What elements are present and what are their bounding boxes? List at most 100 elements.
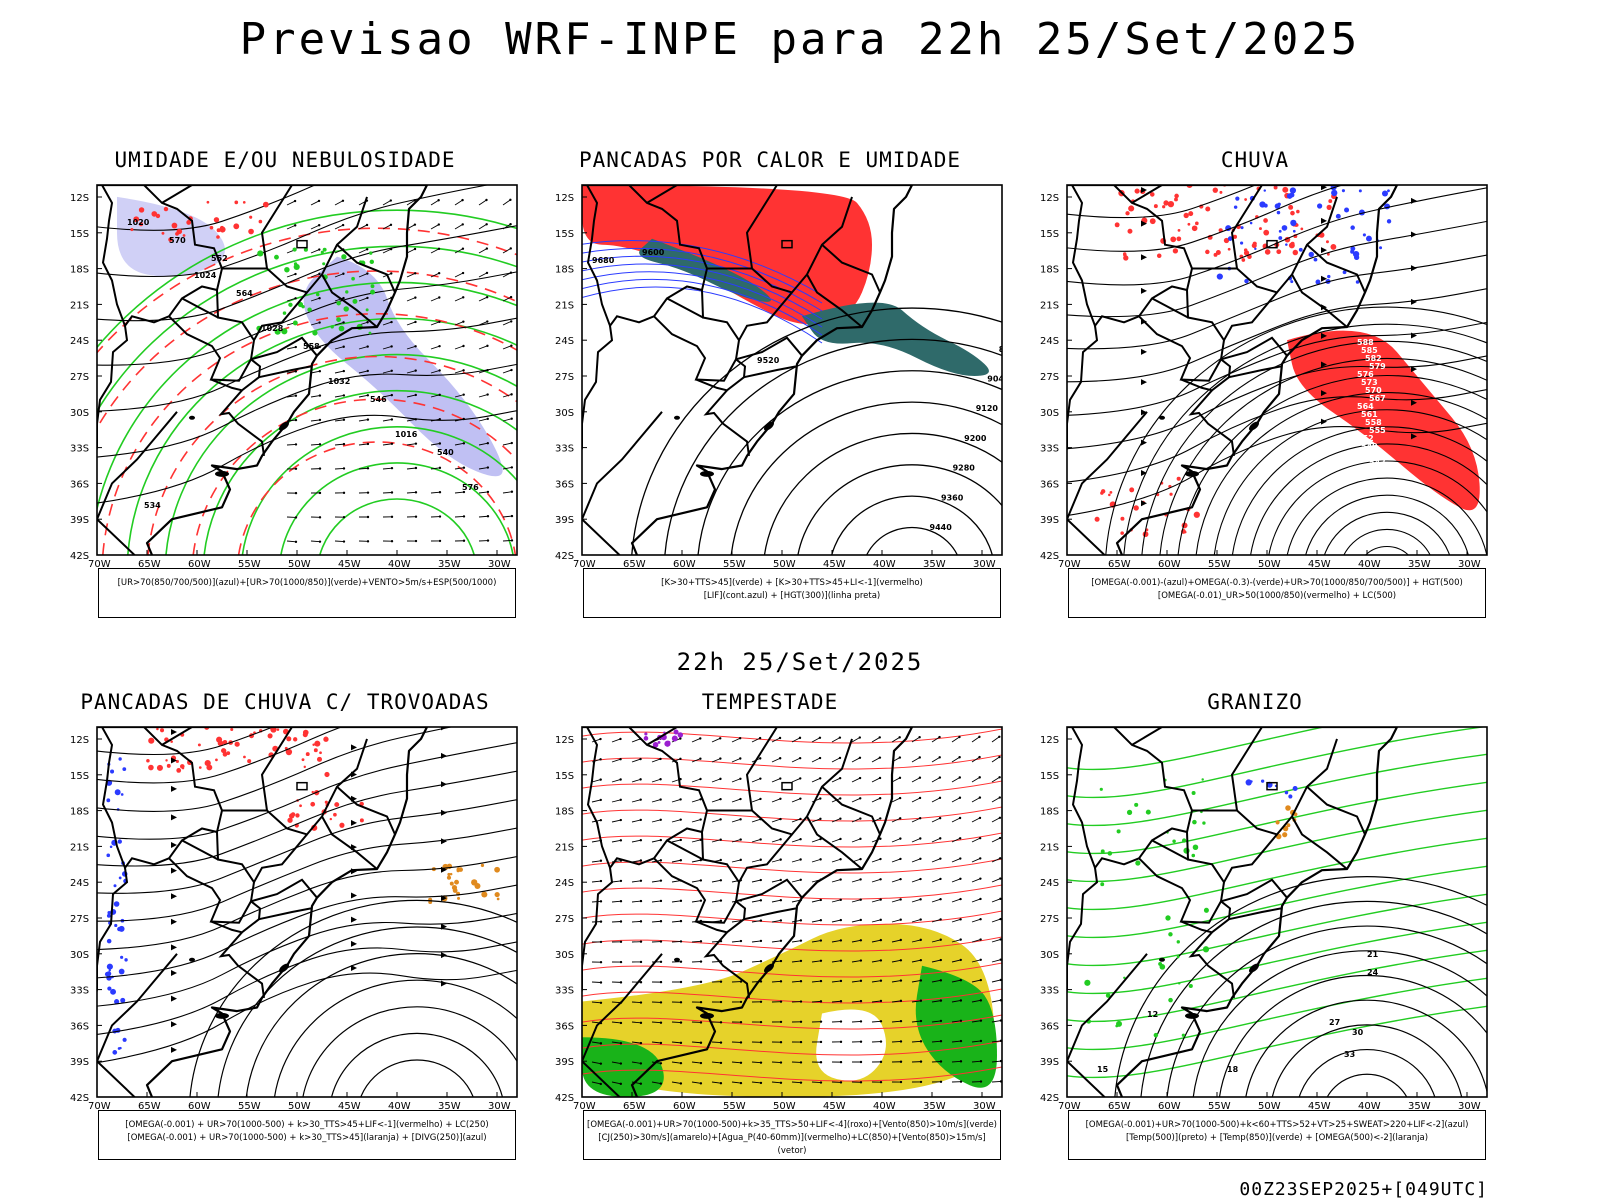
divergence-speck [108, 969, 111, 972]
wind-vector [911, 1020, 921, 1023]
hgt500-contour [1268, 460, 1487, 555]
wind-vector [454, 369, 464, 374]
hgt500-contour [1141, 340, 1487, 555]
wind-vector-head [510, 320, 513, 323]
divergence-speck [112, 1050, 118, 1055]
temp850-contour [1067, 727, 1327, 771]
wind-vector-head [599, 798, 602, 802]
wind-vector-head [462, 320, 465, 323]
wind-vector-head [699, 1000, 703, 1004]
wind-vector [671, 900, 681, 903]
divergence-speck [110, 988, 117, 995]
wind-vector-head [414, 320, 417, 324]
lat-tick-label: 27S [70, 914, 89, 925]
wind-vector-head [839, 1000, 843, 1003]
map-plot: 1020102410281032101657657056455854654053… [70, 184, 518, 570]
wind-vector-head [462, 417, 465, 421]
wind-vector [651, 839, 661, 843]
wind-vector [611, 900, 622, 903]
wind-vector [651, 1081, 661, 1085]
wind-vector [811, 1000, 822, 1003]
wind-vector-head [366, 394, 370, 397]
wind-vector-head [486, 466, 490, 469]
wind-vector-head [779, 919, 783, 922]
hgt500-contour [1250, 443, 1487, 555]
state-border [97, 953, 178, 1097]
wind-vector-head [679, 737, 682, 740]
green-speck [345, 290, 349, 294]
streamline [97, 410, 517, 504]
red-speck [219, 225, 225, 231]
wind-vector [731, 920, 741, 923]
wind-vector [334, 394, 344, 398]
divergence-speck [106, 798, 111, 803]
wind-vector [611, 1041, 621, 1044]
wind-vector-head [294, 540, 298, 544]
river-plate [215, 470, 229, 477]
omega-speck [1313, 257, 1318, 262]
wind-vector-head [639, 1021, 643, 1025]
wind-vector [691, 758, 701, 763]
green-speck [1181, 838, 1187, 843]
lon-tick-label: 70W [1058, 1101, 1081, 1112]
wind-vector [430, 248, 440, 254]
wind-vector-head [510, 466, 514, 469]
state-border [1192, 738, 1338, 836]
wind-vector-head [799, 1000, 803, 1003]
lat-tick-label: 33S [70, 986, 89, 997]
lat-tick-label: 33S [555, 986, 574, 997]
wind-vector [971, 878, 981, 883]
wind-vector-head [390, 320, 393, 324]
wind-vector-head [759, 1041, 763, 1044]
wind-vector [651, 758, 661, 763]
state-border [1306, 243, 1366, 293]
wind-vector-head [899, 1040, 903, 1043]
streamline-arrow [1141, 469, 1147, 476]
divergence-speck [114, 999, 120, 1005]
wind-vector [951, 858, 961, 863]
wind-vector-head [739, 757, 742, 760]
temp850-contour [1067, 809, 1487, 883]
wind-vector [358, 224, 368, 230]
wind-vector [931, 959, 941, 963]
wind-vector [382, 394, 392, 398]
wind-vector-head [859, 857, 862, 861]
convective-speck [166, 763, 171, 768]
wind-vector-head [438, 417, 442, 421]
wind-vector-head [939, 1039, 943, 1043]
wind-vector-head [999, 877, 1002, 880]
high-humidity-area [117, 196, 225, 277]
wind-vector-head [510, 368, 513, 372]
wind-vector [671, 1041, 682, 1044]
wind-vector-head [918, 776, 922, 779]
wind-vector-head [719, 1061, 723, 1065]
state-border [646, 727, 678, 746]
convective-speck [175, 759, 179, 764]
state-border [1291, 816, 1348, 870]
wind-vector [334, 419, 344, 422]
rain-speck [1120, 531, 1124, 535]
streamline [97, 770, 517, 867]
wind-vector-head [318, 272, 321, 276]
wind-vector [454, 248, 464, 254]
wind-vector-head [879, 979, 883, 982]
wind-vector-head [998, 816, 1002, 819]
wind-vector [691, 738, 701, 743]
streamline [97, 856, 517, 951]
lon-tick-label: 30W [488, 1101, 511, 1112]
wind-vector [691, 940, 702, 943]
wind-vector-head [759, 939, 763, 943]
lat-tick-label: 12S [70, 735, 89, 746]
wind-vector-head [839, 878, 842, 881]
wind-vector [502, 199, 511, 206]
wind-vector [791, 859, 801, 863]
federal-district [296, 239, 308, 249]
wind-vector-head [859, 797, 862, 800]
wind-vector-head [639, 818, 642, 822]
wind-vector-head [486, 515, 490, 518]
convective-speck [293, 737, 298, 742]
wind-vector-head [799, 939, 803, 942]
lake [674, 957, 680, 962]
wind-vector [631, 1021, 642, 1024]
streamline-arrow [1321, 390, 1327, 397]
